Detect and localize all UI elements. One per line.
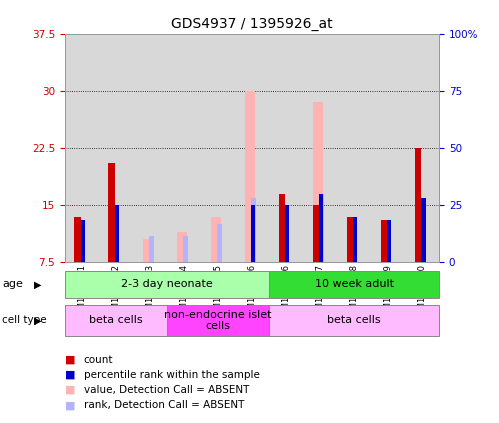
- Bar: [81, 220, 85, 262]
- Bar: [313, 102, 323, 262]
- Bar: [319, 194, 324, 262]
- Text: count: count: [84, 354, 113, 365]
- Bar: [245, 91, 255, 262]
- Text: ■: ■: [65, 354, 75, 365]
- Bar: [143, 239, 153, 262]
- Bar: [211, 217, 222, 262]
- Text: rank, Detection Call = ABSENT: rank, Detection Call = ABSENT: [84, 400, 244, 410]
- Bar: [381, 220, 387, 262]
- Text: age: age: [2, 280, 23, 289]
- Text: beta cells: beta cells: [89, 316, 143, 325]
- Text: value, Detection Call = ABSENT: value, Detection Call = ABSENT: [84, 385, 249, 395]
- Text: percentile rank within the sample: percentile rank within the sample: [84, 370, 259, 380]
- Bar: [251, 198, 256, 262]
- Bar: [285, 205, 289, 262]
- Title: GDS4937 / 1395926_at: GDS4937 / 1395926_at: [171, 17, 333, 31]
- Bar: [108, 163, 115, 262]
- Bar: [278, 194, 284, 262]
- Bar: [319, 194, 323, 262]
- Bar: [149, 236, 154, 262]
- Bar: [387, 220, 392, 262]
- Text: ■: ■: [65, 370, 75, 380]
- Bar: [167, 305, 269, 336]
- Text: ■: ■: [65, 385, 75, 395]
- Bar: [65, 271, 269, 298]
- Bar: [217, 224, 222, 262]
- Bar: [65, 305, 167, 336]
- Bar: [115, 205, 119, 262]
- Text: non-endocrine islet
cells: non-endocrine islet cells: [164, 310, 272, 331]
- Bar: [74, 217, 80, 262]
- Bar: [269, 305, 439, 336]
- Text: 2-3 day neonate: 2-3 day neonate: [121, 280, 213, 289]
- Bar: [183, 236, 188, 262]
- Text: ▶: ▶: [34, 280, 41, 289]
- Bar: [415, 148, 421, 262]
- Bar: [177, 232, 187, 262]
- Bar: [251, 205, 255, 262]
- Text: ■: ■: [65, 400, 75, 410]
- Bar: [269, 271, 439, 298]
- Text: 10 week adult: 10 week adult: [314, 280, 394, 289]
- Bar: [347, 217, 353, 262]
- Bar: [353, 217, 357, 262]
- Bar: [422, 198, 426, 262]
- Text: ▶: ▶: [34, 316, 41, 325]
- Text: cell type: cell type: [2, 316, 47, 325]
- Bar: [312, 205, 319, 262]
- Text: beta cells: beta cells: [327, 316, 381, 325]
